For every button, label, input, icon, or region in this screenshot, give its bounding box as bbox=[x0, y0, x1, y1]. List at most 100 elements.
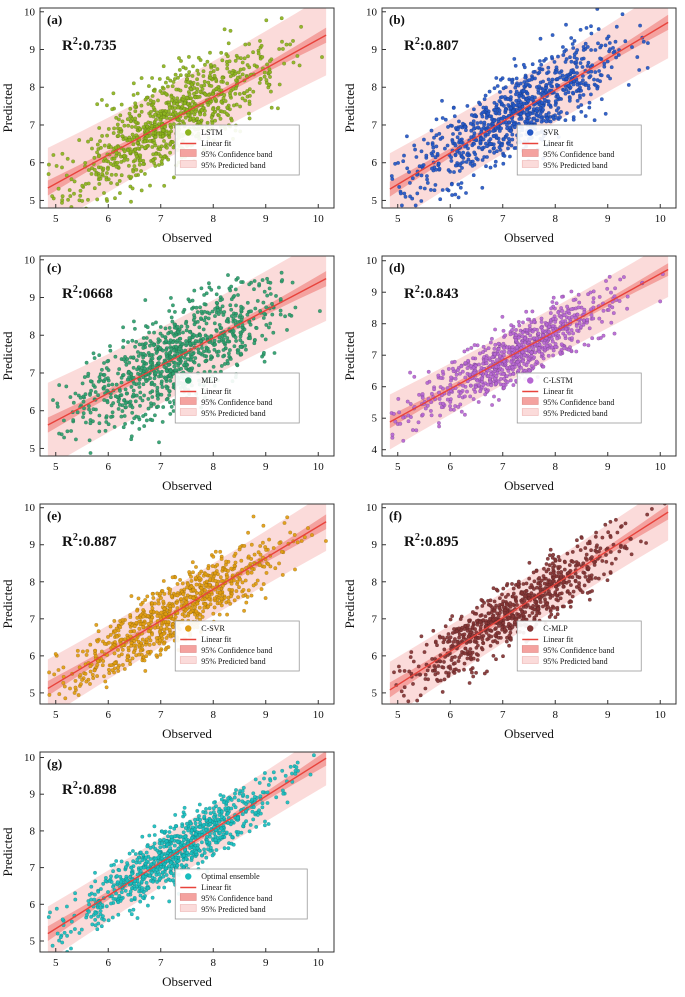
legend-item-label: Linear fit bbox=[201, 387, 232, 396]
y-axis-label: Predicted bbox=[0, 827, 15, 877]
panel-label: (d) bbox=[389, 260, 405, 275]
r-squared-label: R2:0.898 bbox=[62, 780, 117, 798]
legend-confidence-swatch bbox=[179, 645, 197, 653]
svg-text:9: 9 bbox=[30, 44, 36, 56]
svg-text:8: 8 bbox=[211, 461, 217, 473]
legend-predicted-swatch bbox=[179, 656, 197, 664]
svg-text:6: 6 bbox=[106, 461, 112, 473]
x-axis-label: Observed bbox=[504, 478, 554, 493]
legend-predicted-swatch bbox=[521, 656, 539, 664]
axes-frame bbox=[39, 751, 335, 953]
axis-ticks: 5 6 7 8 9 10 4 5 6 7 8 9 10 bbox=[366, 255, 666, 473]
svg-text:7: 7 bbox=[158, 709, 164, 721]
svg-text:6: 6 bbox=[106, 709, 112, 721]
svg-text:6: 6 bbox=[30, 405, 36, 417]
plot-area bbox=[389, 504, 669, 704]
axes-frame bbox=[381, 503, 677, 705]
svg-text:7: 7 bbox=[30, 367, 36, 379]
scatter-points bbox=[392, 504, 667, 704]
legend-series-marker bbox=[185, 129, 192, 136]
svg-text:10: 10 bbox=[313, 213, 325, 225]
svg-text:7: 7 bbox=[500, 213, 506, 225]
plot-area bbox=[389, 8, 669, 208]
y-axis-label: Predicted bbox=[342, 331, 357, 381]
panel-b: 5 6 7 8 9 10 5 6 7 8 9 10 Observed Predicted (b) R2:0.8… bbox=[342, 0, 684, 248]
axes-frame bbox=[39, 7, 335, 209]
svg-text:5: 5 bbox=[372, 195, 378, 207]
linear-fit-line bbox=[47, 34, 327, 189]
legend-item-label: Linear fit bbox=[543, 387, 574, 396]
y-axis-label: Predicted bbox=[0, 579, 15, 629]
legend: LSTM Linear fit 95% Confidence band 95% Pre… bbox=[174, 124, 300, 176]
legend-series-marker bbox=[527, 377, 534, 384]
panel-label: (a) bbox=[47, 12, 62, 27]
legend-confidence-swatch bbox=[179, 893, 197, 901]
legend-item-label: 95% Confidence band bbox=[543, 398, 614, 407]
linear-fit-line bbox=[389, 511, 669, 691]
legend-confidence-swatch bbox=[521, 149, 539, 157]
panel-label: (b) bbox=[389, 12, 405, 27]
legend-item-label: 95% Predicted band bbox=[201, 657, 265, 666]
svg-text:10: 10 bbox=[24, 254, 36, 266]
x-axis-label: Observed bbox=[162, 974, 212, 989]
svg-text:7: 7 bbox=[158, 213, 164, 225]
x-axis-label: Observed bbox=[504, 726, 554, 741]
y-axis-label: Predicted bbox=[0, 331, 15, 381]
svg-text:10: 10 bbox=[366, 6, 378, 18]
svg-text:6: 6 bbox=[106, 213, 112, 225]
svg-text:9: 9 bbox=[30, 292, 36, 304]
legend-item-label: 95% Confidence band bbox=[201, 398, 272, 407]
legend-item-label: MLP bbox=[201, 376, 218, 385]
legend: Optimal ensemble Linear fit 95% Confidence… bbox=[174, 868, 308, 920]
panel-label: (e) bbox=[47, 508, 61, 523]
plot-area bbox=[47, 256, 327, 456]
svg-text:10: 10 bbox=[655, 461, 667, 473]
scatter-chart-c-svr: 5 6 7 8 9 10 5 6 7 8 9 10 Observed Predicted (e)R2:0.8… bbox=[0, 502, 335, 741]
legend-item-label: Linear fit bbox=[543, 635, 574, 644]
svg-text:9: 9 bbox=[263, 709, 269, 721]
svg-text:9: 9 bbox=[263, 461, 269, 473]
r-squared-label: R2:0.895 bbox=[404, 532, 459, 550]
scatter-chart-lstm: 5 6 7 8 9 10 5 6 7 8 9 10 Observed Predicted (a)R2:0.7… bbox=[0, 6, 335, 245]
svg-text:6: 6 bbox=[448, 213, 454, 225]
legend-item-label: 95% Predicted band bbox=[201, 161, 265, 170]
legend-item-label: 95% Confidence band bbox=[201, 646, 272, 655]
linear-fit-line bbox=[47, 757, 327, 935]
legend-item-label: 95% Predicted band bbox=[543, 657, 607, 666]
svg-text:7: 7 bbox=[372, 119, 378, 131]
svg-text:8: 8 bbox=[372, 318, 378, 330]
panel-a: 5 6 7 8 9 10 5 6 7 8 9 10 Observed Predicted (a) R2:0.7… bbox=[0, 0, 342, 248]
legend-predicted-swatch bbox=[179, 160, 197, 168]
svg-text:10: 10 bbox=[366, 255, 378, 267]
legend-item-label: Optimal ensemble bbox=[201, 872, 260, 881]
linear-fit-line bbox=[47, 521, 327, 690]
scatter-chart-svr: 5 6 7 8 9 10 5 6 7 8 9 10 Observed Predicted (b) R2:0.8… bbox=[342, 6, 677, 245]
svg-text:6: 6 bbox=[372, 157, 378, 169]
legend-series-marker bbox=[527, 129, 534, 136]
legend-item-label: 95% Confidence band bbox=[201, 894, 272, 903]
svg-text:5: 5 bbox=[395, 461, 401, 473]
svg-text:9: 9 bbox=[372, 287, 378, 299]
legend-predicted-swatch bbox=[179, 904, 197, 912]
predicted-band bbox=[47, 8, 327, 208]
legend-item-label: 95% Confidence band bbox=[201, 150, 272, 159]
panel-f: 5 6 7 8 9 10 5 6 7 8 9 10 Observed Predicted (f) R2:0.8… bbox=[342, 496, 684, 744]
svg-text:8: 8 bbox=[553, 461, 559, 473]
plot-area bbox=[47, 504, 328, 704]
plot-area bbox=[46, 752, 327, 952]
x-axis-label: Observed bbox=[162, 230, 212, 245]
legend: C-LSTM Linear fit 95% Confidence band 95% P… bbox=[516, 372, 642, 424]
svg-text:9: 9 bbox=[605, 213, 611, 225]
legend-item-label: C-LSTM bbox=[543, 376, 572, 385]
linear-fit-line bbox=[389, 268, 669, 423]
svg-text:8: 8 bbox=[30, 330, 36, 342]
y-axis-label: Predicted bbox=[0, 83, 15, 133]
scatter-points bbox=[389, 8, 650, 208]
svg-text:9: 9 bbox=[605, 461, 611, 473]
